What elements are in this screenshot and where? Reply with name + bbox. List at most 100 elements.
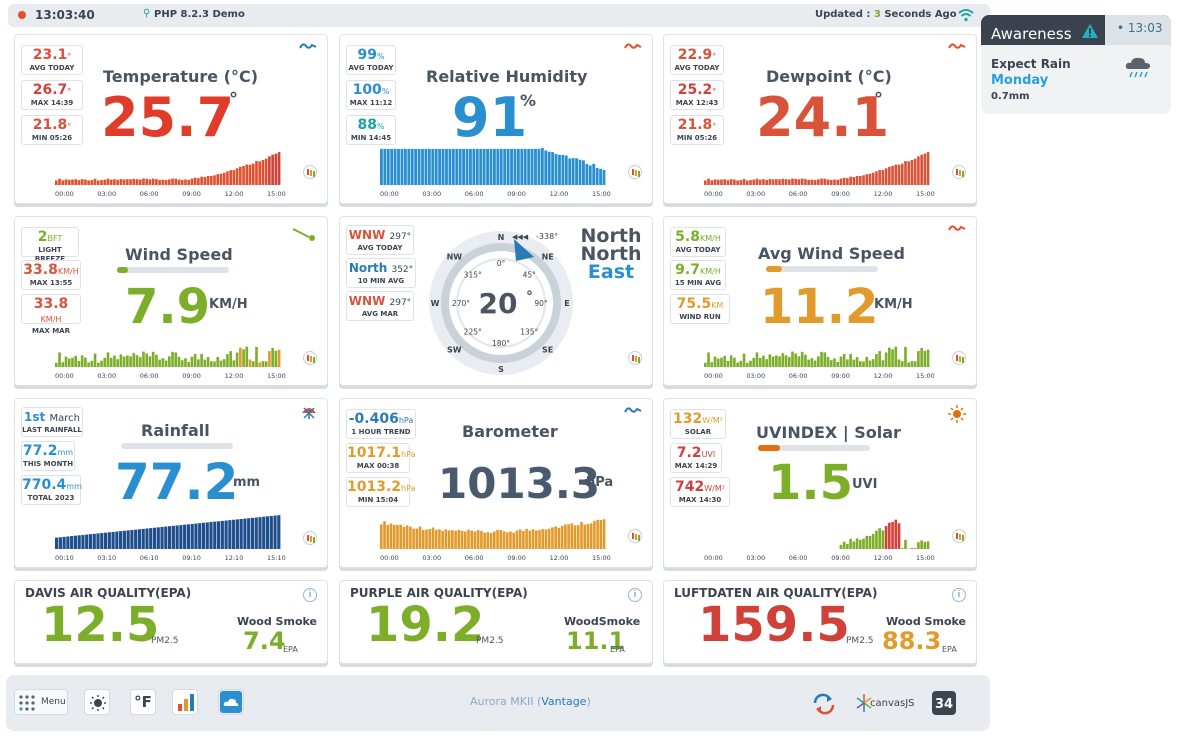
chart-icon[interactable] — [952, 529, 966, 543]
refresh-icon[interactable] — [812, 693, 836, 715]
wind-direction-card[interactable]: WNW 297° AVG TODAY North 352° 10 MIN AVG W… — [339, 216, 653, 386]
chart-bar — [206, 175, 210, 185]
awareness-panel[interactable]: Awareness • 13:03 Expect Rain Monday 0.7… — [981, 15, 1171, 114]
chart-bar — [858, 539, 862, 549]
temperature-card[interactable]: 23.1° AVG TODAY 26.7° MAX 14:39 21.8° MIN 0… — [14, 34, 328, 204]
tick-label: 09:00 — [182, 372, 201, 379]
tick-label: 03:00 — [97, 190, 116, 197]
chart-bar — [441, 148, 445, 185]
uv-solar-card[interactable]: 132W/M² SOLAR 7.2UVI MAX 14:29 742W/M² MAX … — [663, 398, 977, 568]
chart-bar — [100, 360, 103, 367]
chart-bar — [190, 178, 194, 185]
chart-bar — [145, 353, 149, 367]
chart-bar — [528, 530, 532, 549]
menu-button[interactable]: Menu — [14, 689, 68, 715]
chart-bar — [397, 148, 400, 185]
chart-bar — [417, 148, 421, 185]
chart-bar — [573, 525, 577, 549]
chart-bar — [116, 359, 119, 367]
chart-bar — [897, 359, 901, 367]
info-icon[interactable]: i — [628, 588, 642, 602]
weather-button[interactable] — [218, 689, 244, 715]
chart-bar — [145, 178, 149, 185]
chart-bar — [745, 362, 749, 367]
chart-bar — [810, 358, 814, 367]
chart-bar — [135, 355, 139, 367]
top-bar: 13:03:40 ⚲ PHP 8.2.3 Demo Updated : 3 Se… — [8, 4, 990, 27]
purple-aq-card[interactable]: PURPLE AIR QUALITY(EPA) i 19.2 PM2.5 Woo… — [339, 580, 653, 664]
trend-rising-icon — [948, 43, 966, 49]
info-icon[interactable]: i — [303, 588, 317, 602]
chart-bar — [190, 356, 194, 367]
chart-bar — [884, 526, 888, 549]
chart-bar — [400, 148, 404, 185]
trend-steady-icon — [299, 43, 317, 49]
davis-aq-card[interactable]: DAVIS AIR QUALITY(EPA) i 12.5 PM2.5 Wood… — [14, 580, 328, 664]
chart-bar — [593, 520, 596, 549]
chart-bar — [81, 534, 85, 549]
dewpoint-card[interactable]: 22.9° AVG TODAY 25.2° MAX 12:43 21.8° MIN 0… — [663, 34, 977, 204]
chart-icon[interactable] — [628, 351, 642, 365]
tick-label: 09:00 — [507, 554, 526, 561]
chart-bar — [502, 531, 506, 549]
chart-bar — [512, 532, 515, 549]
chart-bar — [826, 356, 830, 367]
barometer-card[interactable]: -0.406hPa 1 HOUR TREND 1017.1hPa MAX 00:38… — [339, 398, 653, 568]
chart-bar — [248, 164, 252, 185]
solar-badge: 132W/M² SOLAR — [670, 409, 726, 439]
chart-bar — [129, 356, 132, 367]
card-title: Relative Humidity — [426, 67, 588, 86]
canvasjs-logo[interactable]: canvasJS — [856, 693, 916, 715]
chart-bar — [201, 522, 206, 549]
weather34-logo[interactable]: 34 — [932, 691, 956, 715]
chart-bar — [434, 529, 438, 549]
chart-bar — [904, 539, 907, 549]
luftdaten-aq-card[interactable]: LUFTDATEN AIR QUALITY(EPA) i 159.5 PM2.5… — [663, 580, 977, 664]
chart-bar — [100, 180, 103, 185]
unit-toggle-button[interactable]: °F — [130, 689, 156, 715]
tick-label: 09:00 — [831, 554, 850, 561]
chart-bar — [427, 148, 431, 185]
wind-speed-card[interactable]: 2BFT LIGHT BREEZE 33.8KM/H MAX 13:55 33.8 … — [14, 216, 328, 386]
rainfall-card[interactable]: 1st March LAST RAINFALL 77.2mm THIS MONTH … — [14, 398, 328, 568]
chart-bar — [412, 528, 415, 549]
rain-month-badge: 77.2mm THIS MONTH — [21, 441, 75, 471]
chart-bar — [198, 523, 202, 549]
rain-level-bar — [121, 443, 233, 449]
chart-bar — [595, 167, 599, 185]
chart-bar — [126, 530, 130, 549]
chart-bar — [891, 349, 894, 367]
wind-maxmar-badge: 33.8 KM/H MAX MAR — [21, 294, 81, 335]
chart-icon[interactable] — [952, 165, 966, 179]
chart-bar — [403, 148, 407, 185]
chart-bar — [219, 360, 223, 367]
chart-bar — [852, 177, 856, 185]
chart-bar — [586, 523, 590, 549]
chart-icon[interactable] — [303, 165, 317, 179]
chart-bar — [794, 353, 798, 367]
chart-icon[interactable] — [303, 531, 317, 545]
chart-icon[interactable] — [303, 351, 317, 365]
chart-bar — [765, 359, 768, 367]
chart-bar — [923, 153, 927, 185]
charts-button[interactable] — [172, 689, 198, 715]
info-icon[interactable]: i — [952, 588, 966, 602]
chart-icon[interactable] — [628, 529, 642, 543]
chart-bar — [55, 537, 59, 549]
rainfall-chart: 00:10 03:10 06:10 09:10 12:10 15:10 — [55, 515, 286, 561]
theme-toggle-button[interactable] — [84, 689, 110, 715]
chart-bar — [752, 357, 756, 367]
chart-bar — [585, 163, 589, 185]
avg-wind-card[interactable]: 5.8KM/H AVG TODAY 9.7KM/H 15 MIN AVG 75.5K… — [663, 216, 977, 386]
card-title: Avg Wind Speed — [758, 244, 905, 263]
humidity-card[interactable]: 99% AVG TODAY 100% MAX 11:12 88% MIN 14:45 … — [339, 34, 653, 204]
chart-bar — [58, 537, 62, 549]
tick-label: 09:00 — [831, 372, 850, 379]
chart-bar — [704, 362, 707, 367]
chart-bar — [775, 179, 778, 185]
chart-bar — [720, 357, 723, 367]
chart-icon[interactable] — [952, 351, 966, 365]
chart-bar — [177, 179, 181, 185]
chart-bar — [409, 526, 412, 549]
chart-icon[interactable] — [628, 165, 642, 179]
